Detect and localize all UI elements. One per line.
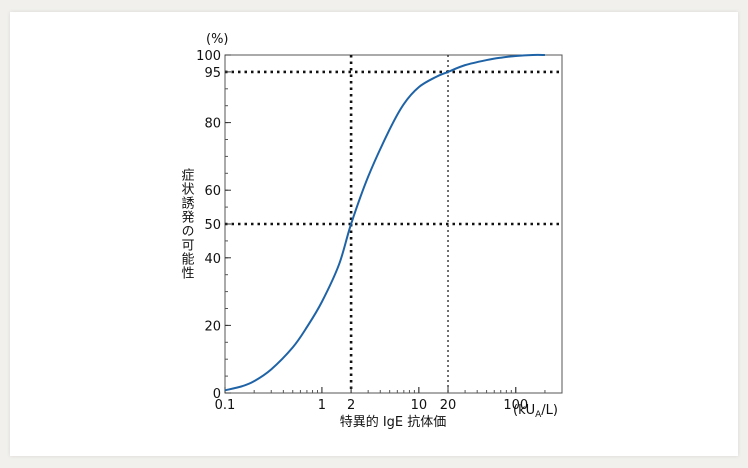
x-tick-label: 10 [411, 398, 428, 413]
x-tick-label: 100 [503, 398, 528, 413]
y-tick-label: 95 [204, 66, 221, 81]
y-tick-label: 20 [204, 319, 221, 334]
series-line [224, 53, 545, 392]
y-tick-label: 100 [196, 49, 221, 64]
probability-curve-chart: 0.1 1 2 10 20 100 0 20 40 50 60 80 95 100 (%) (kUA/L)… [179, 32, 563, 430]
y-tick-label: 50 [204, 218, 221, 233]
y-tick-label: 0 [213, 387, 221, 402]
x-tick-label: 20 [440, 398, 457, 413]
chart-card: 0.1 1 2 10 20 100 0 20 40 50 60 80 95 100 (%) (kUA/L)… [10, 12, 738, 456]
y-tick-label: 80 [204, 117, 221, 132]
x-axis-unit: (kUA/L) [513, 403, 558, 420]
y-tick-label: 60 [204, 184, 221, 199]
y-axis-unit: (%) [206, 32, 229, 47]
x-tick-label: 1 [318, 398, 326, 413]
x-axis-label: 特異的 IgE 抗体価 [340, 414, 447, 430]
x-tick-label: 2 [347, 398, 355, 413]
y-tick-label: 40 [204, 252, 221, 267]
x-tick-label: 0.1 [215, 398, 236, 413]
y-axis-label: 症状誘発の可能性 [179, 168, 195, 280]
